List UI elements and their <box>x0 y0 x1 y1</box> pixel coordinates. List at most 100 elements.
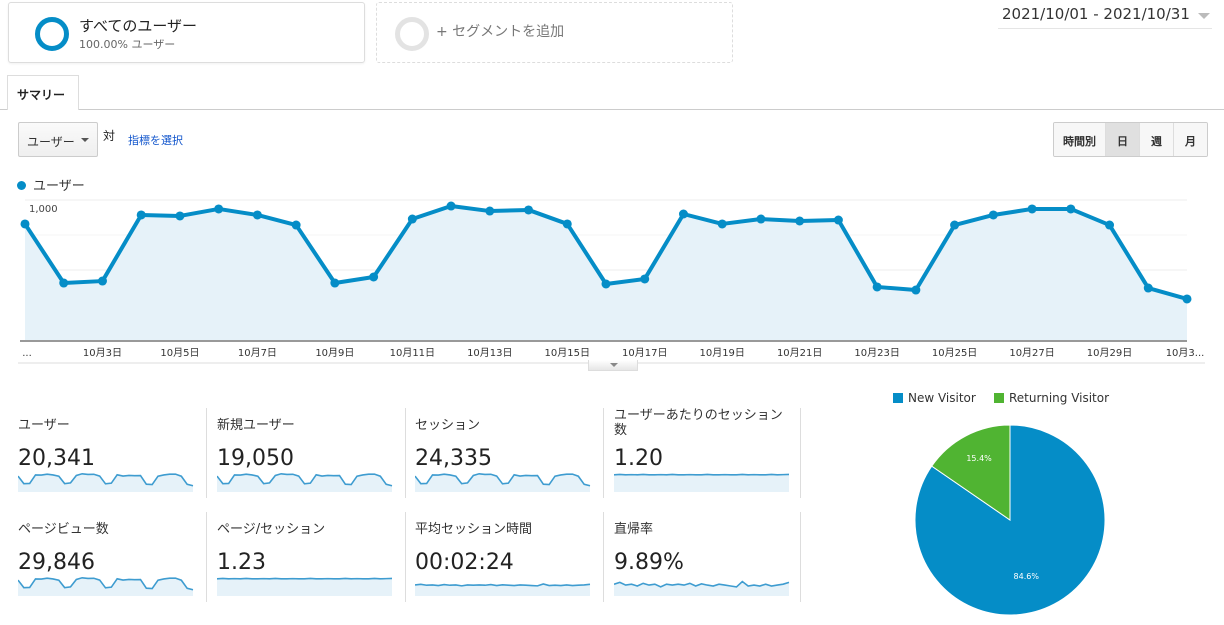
pie-legend-new: New Visitor <box>893 391 976 405</box>
granularity-week-button[interactable]: 週 <box>1139 123 1173 156</box>
x-tick-label: 10月11日 <box>390 347 435 359</box>
data-point <box>1183 294 1192 303</box>
metric-divider <box>800 408 801 498</box>
data-point <box>834 216 843 225</box>
pie-legend-returning: Returning Visitor <box>994 391 1109 405</box>
data-point <box>1028 204 1037 213</box>
metric-value: 00:02:24 <box>415 550 593 575</box>
data-point <box>21 219 30 228</box>
metric-value: 24,335 <box>415 446 593 471</box>
granularity-hourly-button[interactable]: 時間別 <box>1054 123 1105 156</box>
x-tick-label: 10月19日 <box>699 347 744 359</box>
data-point <box>602 280 611 289</box>
add-segment-label: + セグメントを追加 <box>436 21 564 41</box>
metric-dropdown-value: ユーザー <box>27 135 75 149</box>
pie-data-label: 15.4% <box>966 454 992 463</box>
metric-label: 直帰率 <box>614 522 792 550</box>
data-point <box>447 202 456 211</box>
metric-dropdown[interactable]: ユーザー <box>18 122 98 157</box>
metric-value: 1.23 <box>217 550 395 575</box>
sparkline-fill <box>614 474 789 492</box>
visitor-pie-chart: 84.6% 15.4% <box>900 415 1120 625</box>
segment-all-users[interactable]: すべてのユーザー 100.00% ユーザー <box>8 2 365 63</box>
data-point <box>485 207 494 216</box>
segment-subtitle: 100.00% ユーザー <box>79 36 175 52</box>
data-point <box>989 210 998 219</box>
data-point <box>950 221 959 230</box>
segment-ring-icon <box>35 17 69 51</box>
metric-sparkline <box>18 471 194 493</box>
metric-sparkline <box>614 575 790 597</box>
metric-divider <box>603 512 604 602</box>
metric-sparkline <box>415 575 591 597</box>
metric-value: 9.89% <box>614 550 792 575</box>
tab-divider <box>0 109 1224 110</box>
metric-sparkline <box>614 471 790 493</box>
data-point <box>330 279 339 288</box>
data-point <box>756 215 765 224</box>
metric-label: 新規ユーザー <box>217 418 395 446</box>
pie-data-label: 84.6% <box>1014 572 1040 581</box>
x-tick-label: 10月5日 <box>160 347 199 359</box>
metric-sparkline <box>415 471 591 493</box>
metric-sparkline <box>217 471 393 493</box>
x-tick-label: 10月7日 <box>238 347 277 359</box>
metric-label: セッション <box>415 418 593 446</box>
data-point <box>563 219 572 228</box>
date-range-picker[interactable]: 2021/10/01 - 2021/10/31 <box>998 5 1212 29</box>
legend-dot-icon <box>17 181 26 190</box>
granularity-day-button[interactable]: 日 <box>1105 123 1139 156</box>
data-point <box>795 217 804 226</box>
data-point <box>718 219 727 228</box>
granularity-buttons: 時間別 日 週 月 <box>1053 122 1208 157</box>
metric-label: ページビュー数 <box>18 522 196 550</box>
segment-empty-ring-icon <box>395 17 429 51</box>
data-point <box>137 210 146 219</box>
select-metric-link[interactable]: 指標を選択 <box>128 132 183 148</box>
x-tick-label: ... <box>22 348 32 359</box>
pie-legend-label: New Visitor <box>908 391 976 405</box>
data-point <box>640 274 649 283</box>
data-point <box>292 221 301 230</box>
metric-divider <box>603 408 604 498</box>
chevron-down-icon <box>81 138 89 142</box>
metric-value: 20,341 <box>18 446 196 471</box>
users-line-chart: 1,000500...10月3日10月5日10月7日10月9日10月11日10月… <box>0 190 1224 365</box>
x-tick-label: 10月21日 <box>777 347 822 359</box>
metric-label: ユーザー <box>18 418 196 446</box>
date-range-text: 2021/10/01 - 2021/10/31 <box>1002 5 1190 23</box>
metric-divider <box>206 512 207 602</box>
segment-title: すべてのユーザー <box>79 15 197 36</box>
tab-summary[interactable]: サマリー <box>7 75 79 110</box>
sparkline-line <box>415 584 590 586</box>
sparkline-fill <box>217 578 392 596</box>
pie-legend-label: Returning Visitor <box>1009 391 1109 405</box>
granularity-month-button[interactable]: 月 <box>1173 123 1207 156</box>
x-tick-label: 10月3日 <box>83 347 122 359</box>
metric-sparkline <box>217 575 393 597</box>
metric-sparkline <box>18 575 194 597</box>
metric-value: 19,050 <box>217 446 395 471</box>
data-point <box>1066 204 1075 213</box>
data-point <box>214 204 223 213</box>
add-segment-button[interactable]: + セグメントを追加 <box>376 2 733 63</box>
data-point <box>369 273 378 282</box>
data-point <box>59 279 68 288</box>
vs-label: 対 <box>103 127 115 144</box>
data-point <box>253 210 262 219</box>
data-point <box>175 211 184 220</box>
collapse-chart-handle[interactable] <box>588 360 638 371</box>
metric-divider <box>800 512 801 602</box>
metric-label: ページ/セッション <box>217 522 395 550</box>
metric-value: 1.20 <box>614 446 792 471</box>
data-point <box>98 277 107 286</box>
chevron-down-icon <box>1198 13 1210 19</box>
